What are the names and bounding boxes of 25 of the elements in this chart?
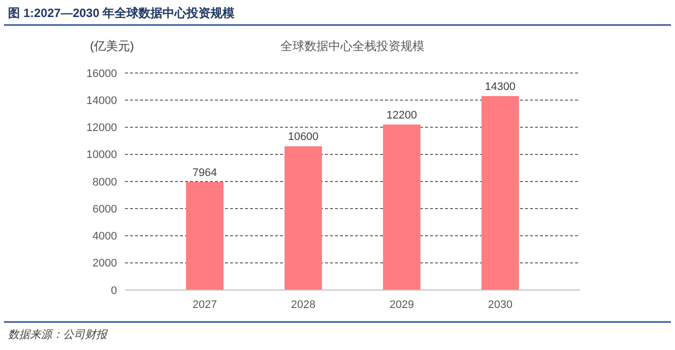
y-tick-label: 2000 (92, 258, 117, 270)
data-label: 12200 (386, 110, 418, 122)
bar (186, 182, 224, 290)
source-note: 数据来源：公司财报 (8, 328, 108, 341)
y-tick-label: 16000 (86, 68, 117, 80)
bar (284, 146, 322, 290)
y-tick-label: 12000 (86, 122, 117, 134)
data-label: 10600 (288, 131, 319, 144)
y-axis-title: (亿美元) (90, 39, 134, 53)
data-label: 7964 (192, 166, 218, 179)
x-tick-label: 2030 (488, 299, 512, 311)
y-tick-label: 4000 (92, 230, 117, 243)
y-tick-label: 10000 (86, 149, 117, 162)
x-tick-label: 2029 (390, 299, 414, 311)
chart-subtitle: 全球数据中心全栈投资规模 (280, 39, 424, 53)
y-tick-label: 6000 (92, 203, 117, 216)
y-tick-label: 14000 (86, 94, 117, 107)
x-tick-label: 2027 (192, 299, 218, 311)
y-tick-label: 0 (110, 284, 117, 297)
data-label: 14300 (484, 81, 516, 94)
chart-title: 图 1:2027—2030 年全球数据中心投资规模 (8, 6, 235, 20)
y-tick-label: 8000 (92, 176, 117, 188)
bar (482, 96, 519, 290)
x-tick-label: 2028 (291, 299, 316, 311)
bar (383, 124, 420, 290)
